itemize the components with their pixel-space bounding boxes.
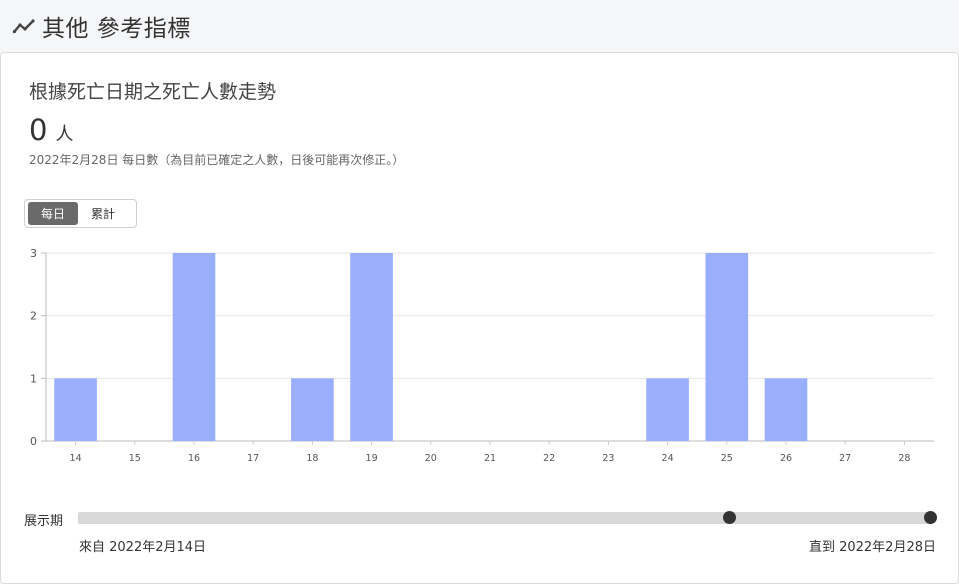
headline-number: 0 <box>29 113 48 147</box>
bar-16 <box>172 253 216 441</box>
y-tick-label: 2 <box>30 310 37 323</box>
period-to-label: 直到 2022年2月28日 <box>808 540 936 555</box>
bar-25 <box>705 253 749 441</box>
headline-value: 0 人 <box>29 113 73 147</box>
y-tick-label: 1 <box>30 372 37 385</box>
period-slider-track[interactable] <box>78 512 933 524</box>
x-tick-label: 20 <box>425 453 437 464</box>
bar-26 <box>764 378 808 441</box>
bar-14 <box>54 378 97 441</box>
x-tick-label: 24 <box>662 453 674 464</box>
period-slider-end-handle[interactable] <box>923 511 937 524</box>
x-tick-label: 21 <box>484 453 496 464</box>
date-note: 2022年2月28日 每日數（為目前已確定之人數，日後可能再次修正。） <box>29 153 405 167</box>
x-tick-label: 27 <box>839 453 851 464</box>
bar-18 <box>291 378 334 441</box>
bar-19 <box>350 253 393 441</box>
x-tick-label: 17 <box>247 453 259 464</box>
x-tick-label: 23 <box>602 453 614 464</box>
y-tick-label: 3 <box>30 247 37 260</box>
card-title: 根據死亡日期之死亡人數走勢 <box>29 81 277 103</box>
x-tick-label: 22 <box>543 453 555 464</box>
daily-button[interactable]: 每日 <box>28 202 79 225</box>
x-tick-label: 26 <box>780 453 792 464</box>
x-tick-label: 18 <box>306 453 318 464</box>
trending-line-icon <box>12 19 35 34</box>
section-header: 其他 參考指標 <box>12 10 191 42</box>
display-period-label: 展示期 <box>24 514 64 529</box>
x-tick-label: 25 <box>721 453 733 464</box>
daily-cumulative-toggle: 每日 累計 <box>24 199 137 228</box>
deaths-trend-card: 根據死亡日期之死亡人數走勢 0 人 2022年2月28日 每日數（為目前已確定之… <box>0 52 959 584</box>
bar-24 <box>646 378 689 441</box>
x-tick-label: 15 <box>129 453 141 464</box>
section-title: 其他 參考指標 <box>42 16 191 42</box>
x-tick-label: 16 <box>188 453 200 464</box>
x-tick-label: 14 <box>70 453 82 464</box>
x-tick-label: 19 <box>366 453 378 464</box>
cumulative-button[interactable]: 累計 <box>91 207 116 221</box>
y-tick-label: 0 <box>30 435 37 448</box>
x-tick-label: 28 <box>898 453 910 464</box>
period-from-label: 來自 2022年2月14日 <box>79 540 207 555</box>
period-slider-start-handle[interactable] <box>723 511 736 524</box>
headline-unit: 人 <box>55 124 74 145</box>
